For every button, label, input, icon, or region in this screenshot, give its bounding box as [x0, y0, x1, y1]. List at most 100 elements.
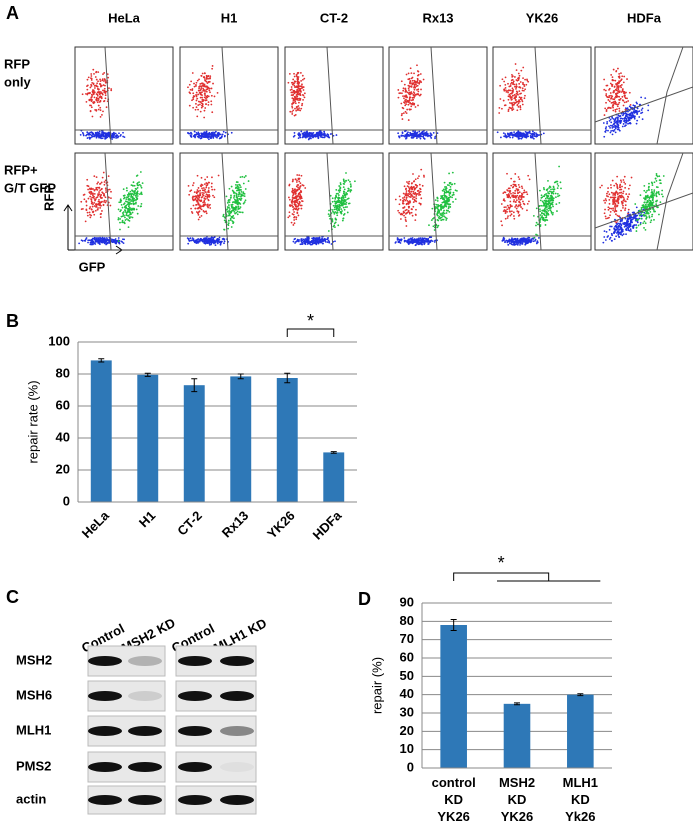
event-dot — [189, 134, 192, 137]
event-dot — [611, 125, 614, 127]
event-dot — [519, 131, 522, 134]
event-dot — [97, 133, 100, 136]
gate — [180, 46, 278, 145]
event-dot — [130, 208, 133, 211]
event-dot — [635, 224, 638, 226]
event-dot — [632, 114, 635, 117]
event-dot — [518, 90, 521, 93]
event-dot — [430, 137, 433, 139]
event-dot — [112, 131, 115, 134]
event-dot — [244, 199, 247, 202]
event-dot — [291, 91, 294, 94]
event-dot — [346, 211, 349, 214]
event-dot — [558, 165, 560, 168]
event-dot — [288, 73, 291, 75]
event-dot — [199, 110, 202, 113]
event-dot — [95, 136, 98, 139]
event-dot — [602, 122, 605, 124]
event-dot — [414, 178, 417, 181]
event-dot — [414, 192, 417, 195]
event-dot — [238, 192, 240, 194]
event-dot — [436, 226, 439, 229]
event-dot — [613, 98, 616, 101]
event-dot — [517, 102, 520, 105]
event-dot — [86, 133, 88, 136]
event-dot — [539, 189, 541, 192]
event-dot — [213, 188, 216, 191]
event-dot — [503, 89, 506, 92]
event-dot — [517, 242, 520, 244]
event-dot — [103, 87, 106, 90]
event-dot — [508, 190, 511, 193]
event-dot — [317, 242, 320, 245]
event-dot — [501, 239, 504, 242]
event-dot — [233, 210, 236, 213]
event-dot — [104, 201, 107, 204]
event-dot — [347, 189, 350, 192]
event-dot — [608, 119, 611, 122]
event-dot — [293, 211, 295, 213]
event-dot — [621, 125, 624, 128]
event-dot — [424, 239, 427, 242]
event-dot — [439, 216, 442, 219]
event-dot — [529, 135, 532, 137]
event-dot — [436, 200, 439, 202]
event-dot — [550, 210, 553, 213]
event-dot — [517, 137, 520, 139]
event-dot — [515, 199, 518, 202]
event-dot — [332, 134, 335, 137]
event-dot — [445, 202, 447, 205]
event-dot — [347, 202, 350, 205]
event-dot — [509, 89, 512, 92]
event-dot — [423, 175, 425, 178]
event-dot — [514, 173, 517, 175]
event-dot — [421, 184, 424, 187]
event-dot — [133, 207, 136, 210]
event-dot — [95, 176, 98, 179]
event-dot — [320, 240, 322, 243]
event-dot — [334, 202, 337, 205]
event-dot — [204, 178, 206, 181]
event-dot — [98, 93, 101, 96]
event-dot — [432, 225, 435, 228]
event-dot — [445, 191, 448, 194]
event-dot — [435, 203, 438, 206]
event-dot — [86, 211, 89, 214]
event-dot — [344, 202, 346, 205]
event-dot — [122, 131, 124, 134]
event-dot — [290, 94, 293, 97]
event-dot — [299, 109, 302, 112]
event-dot — [191, 89, 194, 92]
event-dot — [92, 135, 94, 138]
event-dot — [198, 199, 201, 202]
event-dot — [508, 208, 511, 210]
event-dot — [298, 92, 301, 95]
event-dot — [234, 183, 237, 186]
event-dot — [293, 90, 295, 93]
event-dot — [331, 220, 334, 223]
event-dot — [205, 90, 208, 93]
event-dot — [408, 91, 411, 94]
event-dot — [198, 87, 200, 90]
event-dot — [241, 194, 244, 196]
event-dot — [519, 81, 522, 83]
event-dot — [405, 112, 408, 115]
event-dot — [291, 187, 294, 190]
event-dot — [613, 122, 616, 125]
event-dot — [205, 240, 208, 242]
event-dot — [238, 188, 241, 191]
event-dot — [338, 191, 341, 193]
event-dot — [203, 203, 206, 206]
event-dot — [100, 91, 102, 93]
event-dot — [96, 240, 99, 243]
event-dot — [618, 95, 621, 98]
event-dot — [532, 215, 535, 217]
event-dot — [515, 207, 518, 210]
event-dot — [85, 200, 88, 203]
event-dot — [201, 239, 204, 241]
event-dot — [300, 85, 302, 88]
event-dot — [525, 83, 528, 86]
event-dot — [443, 181, 446, 184]
event-dot — [608, 125, 610, 128]
event-dot — [117, 240, 120, 242]
